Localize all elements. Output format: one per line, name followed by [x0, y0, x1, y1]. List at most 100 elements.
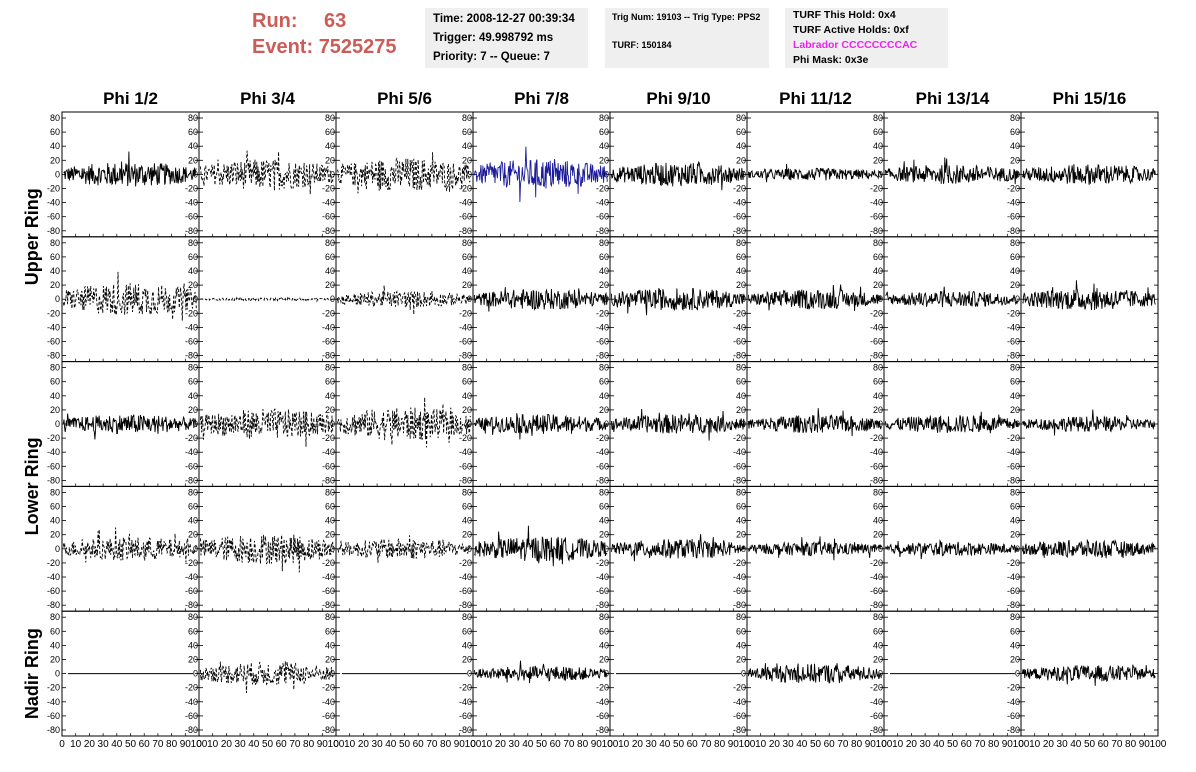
y-tick-label: -20 — [596, 683, 609, 693]
y-tick-label: 60 — [325, 626, 335, 636]
y-tick-label: -40 — [322, 322, 335, 332]
y-tick-label: -40 — [322, 198, 335, 208]
y-tick-label: -40 — [322, 447, 335, 457]
x-tick-label: 60 — [824, 739, 836, 750]
x-tick-label: 20 — [221, 739, 233, 750]
y-tick-label: -60 — [47, 586, 60, 596]
y-tick-label: 40 — [1010, 141, 1020, 151]
y-tick-label: 80 — [736, 238, 746, 248]
y-tick-label: 20 — [873, 155, 883, 165]
y-tick-label: 0 — [1015, 294, 1020, 304]
x-tick-label: 80 — [303, 739, 315, 750]
panel-frame — [335, 361, 474, 487]
x-tick-label: 40 — [522, 739, 534, 750]
y-tick-label: 40 — [1010, 516, 1020, 526]
y-tick-label: -80 — [1007, 725, 1020, 735]
x-tick-label: 0 — [744, 739, 750, 750]
waveform-r1-c4 — [473, 146, 608, 203]
y-tick-label: 0 — [1015, 169, 1020, 179]
y-tick-label: -40 — [870, 697, 883, 707]
y-tick-label: 60 — [736, 626, 746, 636]
run-label: Run: — [252, 10, 298, 32]
y-tick-label: -20 — [1007, 558, 1020, 568]
y-tick-label: -60 — [596, 586, 609, 596]
y-tick-label: 80 — [462, 113, 472, 123]
y-tick-label: -60 — [322, 586, 335, 596]
column-title-1: Phi 1/2 — [103, 89, 158, 108]
waveform-r4-c7 — [884, 538, 1019, 560]
x-tick-label: 0 — [607, 739, 613, 750]
y-tick-label: 60 — [599, 377, 609, 387]
y-tick-label: 20 — [50, 405, 60, 415]
y-tick-label: -80 — [459, 600, 472, 610]
x-tick-label: 70 — [1111, 739, 1123, 750]
waveform-r5-c6 — [747, 663, 882, 684]
waveform-r4-c5 — [610, 534, 745, 562]
y-tick-label: 0 — [878, 544, 883, 554]
y-tick-label: -20 — [1007, 433, 1020, 443]
x-tick-label: 30 — [646, 739, 658, 750]
y-tick-label: 40 — [1010, 391, 1020, 401]
waveform-r4-c8 — [1021, 539, 1156, 559]
x-tick-label: 10 — [755, 739, 767, 750]
y-tick-label: 0 — [604, 294, 609, 304]
x-tick-label: 70 — [289, 739, 301, 750]
waveform-r3-c7 — [884, 411, 1019, 434]
y-tick-label: 20 — [462, 530, 472, 540]
y-tick-label: 40 — [599, 391, 609, 401]
y-tick-label: -40 — [870, 198, 883, 208]
y-tick-label: 60 — [462, 252, 472, 262]
x-tick-label: 50 — [399, 739, 411, 750]
x-tick-label: 10 — [344, 739, 356, 750]
x-tick-label: 20 — [495, 739, 507, 750]
y-tick-label: 60 — [462, 377, 472, 387]
x-tick-label: 40 — [248, 739, 260, 750]
row-label-lower-ring: Lower Ring — [22, 437, 42, 535]
turf-active-text: TURF Active Holds: 0xf — [793, 24, 909, 36]
y-tick-label: -80 — [733, 475, 746, 485]
y-tick-label: 80 — [599, 612, 609, 622]
y-tick-label: -80 — [185, 226, 198, 236]
x-tick-label: 90 — [317, 739, 329, 750]
y-tick-label: -20 — [322, 184, 335, 194]
x-tick-label: 20 — [1043, 739, 1055, 750]
event-line: Event: 7525275 — [252, 34, 397, 60]
y-tick-label: 0 — [193, 544, 198, 554]
waveform-r1-c5 — [610, 161, 745, 191]
y-tick-label: -60 — [733, 212, 746, 222]
y-tick-label: 60 — [736, 127, 746, 137]
y-tick-label: 40 — [1010, 266, 1020, 276]
y-tick-label: 80 — [188, 363, 198, 373]
y-tick-label: -20 — [185, 184, 198, 194]
y-tick-label: -40 — [1007, 572, 1020, 582]
y-tick-label: 40 — [188, 266, 198, 276]
waveform-r3-c1 — [62, 413, 197, 440]
y-tick-label: 60 — [462, 502, 472, 512]
y-tick-label: 40 — [736, 266, 746, 276]
y-tick-label: -20 — [459, 184, 472, 194]
x-tick-label: 20 — [906, 739, 918, 750]
y-tick-label: -20 — [185, 433, 198, 443]
y-tick-label: -80 — [596, 725, 609, 735]
row-label-nadir-ring: Nadir Ring — [22, 628, 42, 719]
y-tick-label: 60 — [599, 626, 609, 636]
x-tick-label: 80 — [851, 739, 863, 750]
y-tick-label: -60 — [733, 711, 746, 721]
y-tick-label: -80 — [596, 600, 609, 610]
waveform-r4-c3 — [337, 535, 471, 563]
x-tick-label: 60 — [413, 739, 425, 750]
y-tick-label: -20 — [459, 433, 472, 443]
y-tick-label: 0 — [55, 169, 60, 179]
column-title-4: Phi 7/8 — [514, 89, 569, 108]
y-tick-label: 0 — [330, 669, 335, 679]
y-tick-label: 0 — [330, 419, 335, 429]
y-tick-label: -60 — [870, 337, 883, 347]
y-tick-label: 60 — [188, 502, 198, 512]
x-tick-label: 60 — [1098, 739, 1110, 750]
y-tick-label: -80 — [1007, 475, 1020, 485]
row-label-upper-ring: Upper Ring — [22, 188, 42, 285]
y-tick-label: 20 — [873, 530, 883, 540]
y-tick-label: 0 — [1015, 419, 1020, 429]
y-tick-label: -80 — [459, 725, 472, 735]
y-tick-label: 60 — [1010, 127, 1020, 137]
